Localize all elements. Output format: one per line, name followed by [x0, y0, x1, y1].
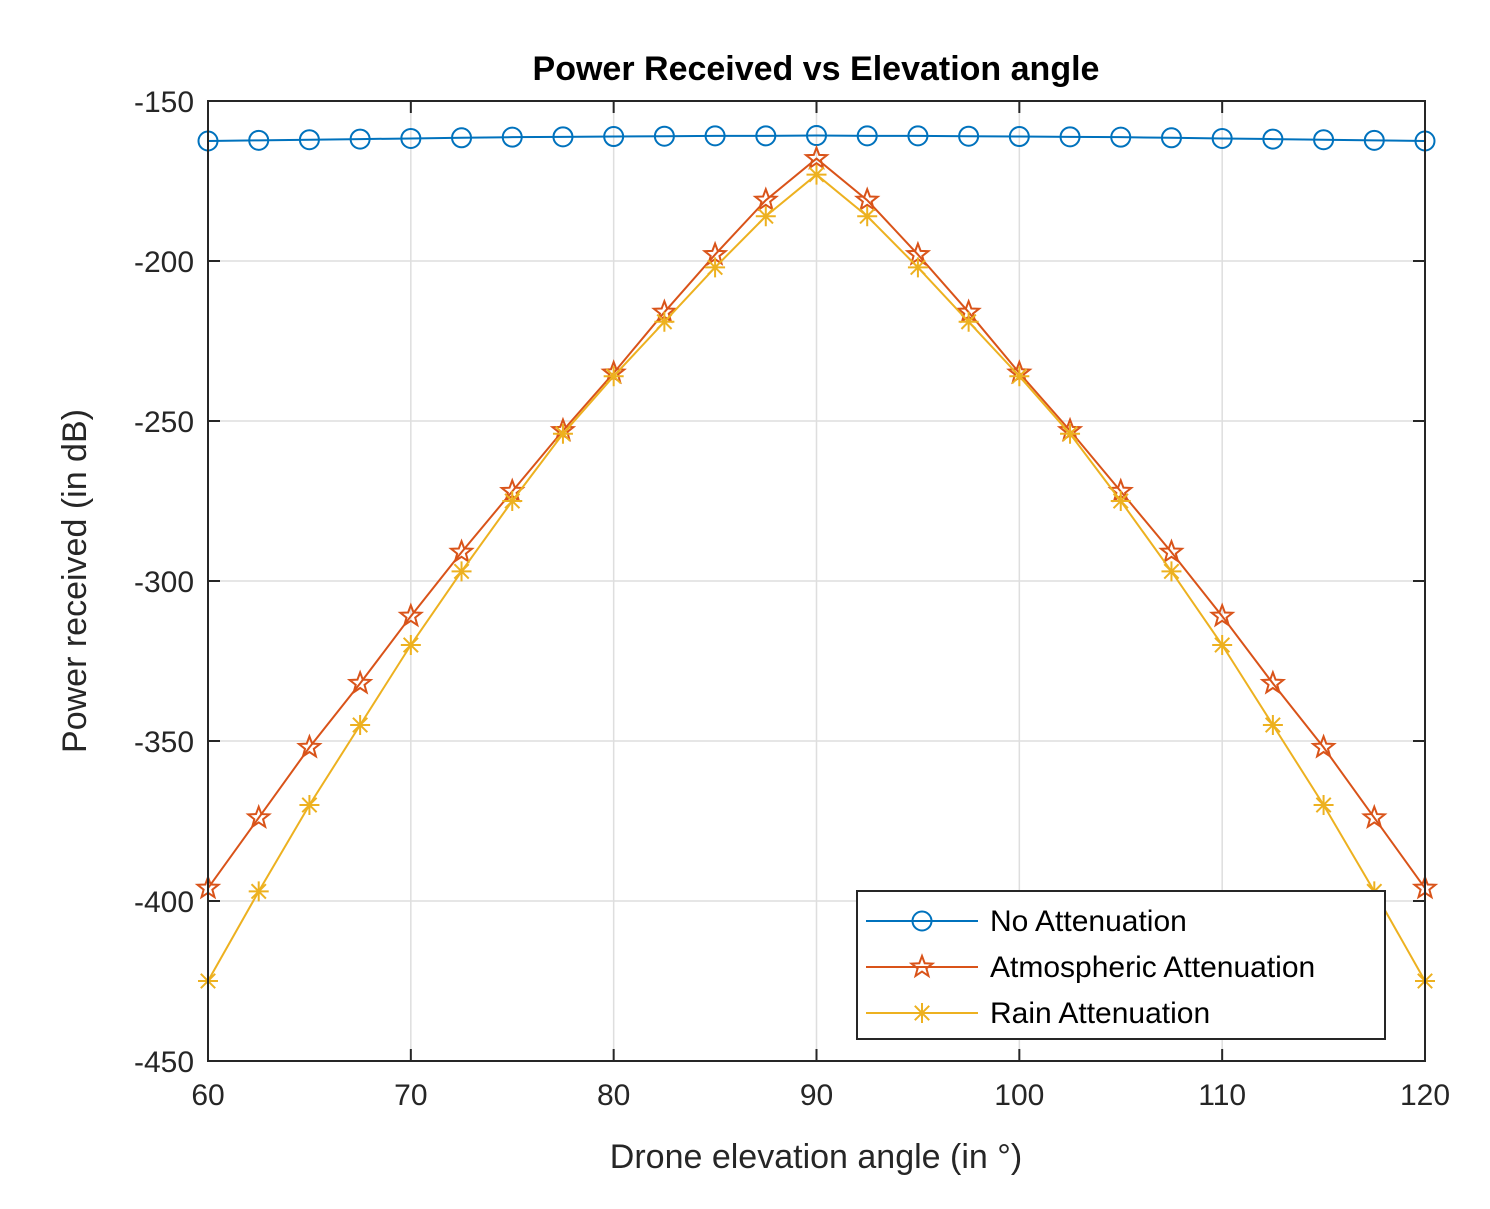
x-tick-label: 60 — [191, 1079, 224, 1112]
data-point-circle — [552, 126, 574, 148]
data-point-asterisk — [958, 311, 979, 332]
data-point-circle — [755, 125, 777, 147]
chart-title: Power Received vs Elevation angle — [533, 50, 1100, 88]
data-point-asterisk — [451, 561, 472, 582]
x-axis-label: Drone elevation angle (in °) — [610, 1138, 1022, 1176]
data-point-star — [1259, 669, 1287, 695]
y-tick-label: -400 — [134, 886, 194, 919]
data-point-star — [346, 669, 374, 695]
data-point-star — [1158, 538, 1185, 564]
y-tick-label: -300 — [134, 566, 194, 599]
data-point-asterisk — [248, 881, 269, 902]
x-tick-label: 90 — [800, 1079, 833, 1112]
data-point-asterisk — [603, 366, 624, 387]
data-point-circle — [400, 127, 422, 149]
axes-frame — [207, 100, 1426, 1062]
data-point-star — [397, 602, 425, 628]
legend-marker — [908, 953, 936, 979]
data-point-circle — [1313, 129, 1335, 151]
data-point-circle — [501, 126, 523, 148]
legend-label: No Attenuation — [990, 905, 1187, 938]
data-point-asterisk — [1110, 491, 1131, 511]
data-point-star — [752, 186, 779, 212]
legend-label: Atmospheric Attenuation — [990, 951, 1315, 984]
legend-marker — [911, 910, 933, 932]
data-point-asterisk — [1313, 795, 1334, 815]
data-point-circle — [451, 127, 473, 149]
legend-box — [856, 890, 1386, 1040]
y-tick-label: -350 — [134, 726, 194, 759]
data-point-asterisk — [1161, 561, 1182, 582]
data-point-circle — [1059, 126, 1081, 148]
data-point-star — [296, 733, 323, 759]
x-tick-label: 110 — [1198, 1079, 1246, 1112]
legend: No Attenuation Atmospheric Attenuation Rai… — [856, 890, 1386, 1040]
data-point-asterisk — [1009, 366, 1030, 387]
legend-entry: Atmospheric Attenuation — [866, 951, 1315, 984]
data-point-circle — [298, 129, 320, 151]
legend-entry: No Attenuation — [866, 905, 1187, 938]
data-point-circle — [603, 126, 625, 148]
data-point-star — [1361, 803, 1388, 830]
series-no-attenuation — [197, 125, 1436, 152]
data-point-asterisk — [502, 491, 523, 511]
data-point-asterisk — [654, 311, 675, 332]
data-point-asterisk — [705, 257, 726, 278]
data-point-star — [803, 144, 830, 170]
y-tick-label: -250 — [134, 406, 194, 439]
series-line — [207, 134, 1426, 142]
data-point-circle — [704, 125, 726, 147]
y-tick-label: -150 — [134, 86, 194, 119]
data-point-asterisk — [755, 206, 776, 227]
data-point-circle — [349, 128, 371, 150]
series-atmospheric-attenuation — [194, 144, 1439, 900]
data-point-star — [245, 803, 272, 830]
tick-labels: 60 70 80 90 100 110 120 -150 -200 -250 -300 -350 -40… — [134, 86, 1450, 1112]
y-axis-label: Power received (in dB) — [56, 409, 94, 753]
data-point-circle — [1363, 129, 1385, 151]
x-tick-label: 80 — [597, 1079, 630, 1112]
data-point-asterisk — [1212, 635, 1233, 655]
y-tick-label: -450 — [134, 1046, 194, 1079]
x-tick-label: 100 — [994, 1079, 1044, 1112]
data-point-asterisk — [806, 164, 827, 185]
legend-label: Rain Attenuation — [990, 997, 1210, 1030]
y-tick-label: -200 — [134, 246, 194, 279]
x-tick-label: 70 — [394, 1079, 427, 1112]
legend-entries: No Attenuation Atmospheric Attenuation Rai… — [866, 905, 1315, 1030]
data-point-circle — [1211, 127, 1233, 149]
data-point-star — [854, 186, 881, 212]
data-point-asterisk — [857, 206, 878, 227]
data-point-asterisk — [552, 423, 573, 444]
data-point-asterisk — [400, 635, 421, 655]
data-point-asterisk — [1262, 715, 1283, 735]
series-line — [207, 157, 1426, 889]
series-rain-attenuation — [198, 164, 1435, 991]
series-layer — [194, 125, 1439, 991]
legend-marker — [912, 1003, 932, 1023]
data-point-asterisk — [907, 257, 928, 278]
x-tick-label: 120 — [1400, 1079, 1450, 1112]
data-point-circle — [907, 125, 929, 147]
data-point-asterisk — [299, 795, 320, 815]
data-point-circle — [248, 129, 270, 151]
legend-entry: Rain Attenuation — [866, 997, 1210, 1030]
data-point-circle — [653, 125, 675, 147]
data-point-circle — [1262, 128, 1284, 150]
data-point-circle — [958, 125, 980, 147]
data-point-circle — [1008, 126, 1030, 148]
data-point-circle — [1110, 126, 1132, 148]
data-point-circle — [856, 125, 878, 147]
data-point-star — [1310, 733, 1337, 759]
data-point-asterisk — [1060, 423, 1081, 444]
data-point-asterisk — [350, 715, 371, 735]
data-point-circle — [1160, 127, 1182, 149]
data-point-star — [448, 538, 475, 564]
data-point-star — [1208, 602, 1236, 628]
